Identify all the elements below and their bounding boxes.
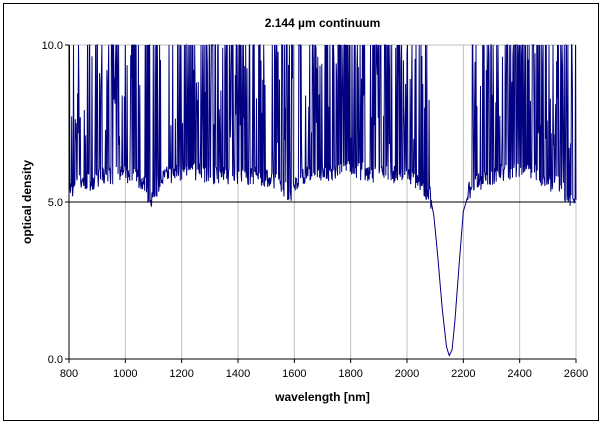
x-tick-label-800: 800 xyxy=(60,368,78,380)
series-line xyxy=(68,43,577,357)
x-tick-label-2000: 2000 xyxy=(395,368,419,380)
x-axis-title: wavelength [nm] xyxy=(274,390,370,404)
y-tick-labels: 0.0 5.0 10.0 xyxy=(42,40,63,366)
y-axis-title: optical density xyxy=(20,160,34,244)
x-tick-labels: 800 1000 1200 1400 1600 1800 2000 2200 2400 2600 xyxy=(60,368,588,380)
chart-title: 2.144 µm continuum xyxy=(265,16,381,30)
line-chart: 2.144 µm continuum 800 1000 1200 1400 1600 18… xyxy=(20,16,588,404)
series-layer xyxy=(68,43,577,357)
x-tick-label-1200: 1200 xyxy=(169,368,193,380)
y-tick-label-5.0: 5.0 xyxy=(48,197,63,209)
y-tick-label-0.0: 0.0 xyxy=(48,354,63,366)
x-tick-label-2400: 2400 xyxy=(507,368,531,380)
x-tick-label-2600: 2600 xyxy=(564,368,588,380)
axes xyxy=(65,44,577,363)
chart-frame: 2.144 µm continuum 800 1000 1200 1400 1600 18… xyxy=(3,3,599,421)
x-tick-label-1600: 1600 xyxy=(282,368,306,380)
x-tick-label-2200: 2200 xyxy=(451,368,475,380)
x-tick-label-1000: 1000 xyxy=(113,368,137,380)
x-tick-label-1800: 1800 xyxy=(338,368,362,380)
x-tick-label-1400: 1400 xyxy=(226,368,250,380)
y-tick-label-10.0: 10.0 xyxy=(42,40,63,52)
